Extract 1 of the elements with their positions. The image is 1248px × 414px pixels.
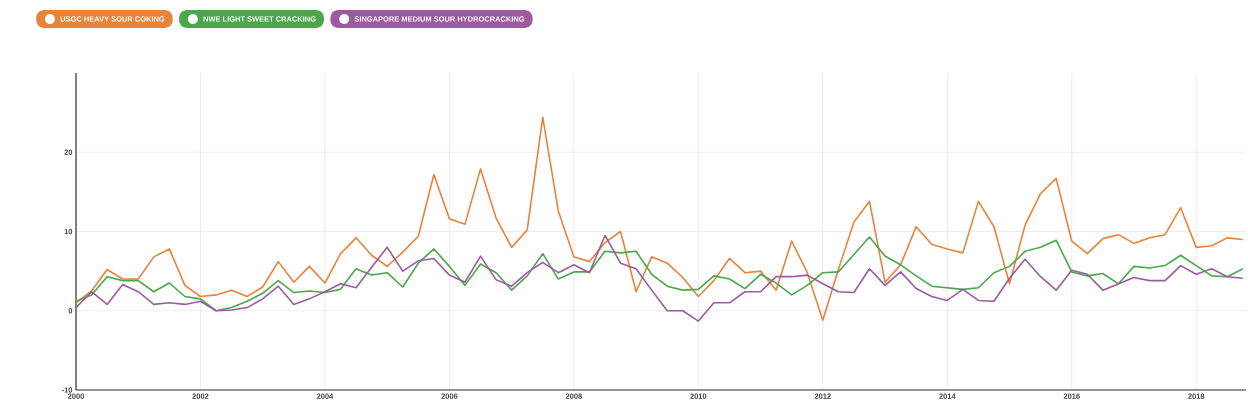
line-series [76,116,1244,322]
